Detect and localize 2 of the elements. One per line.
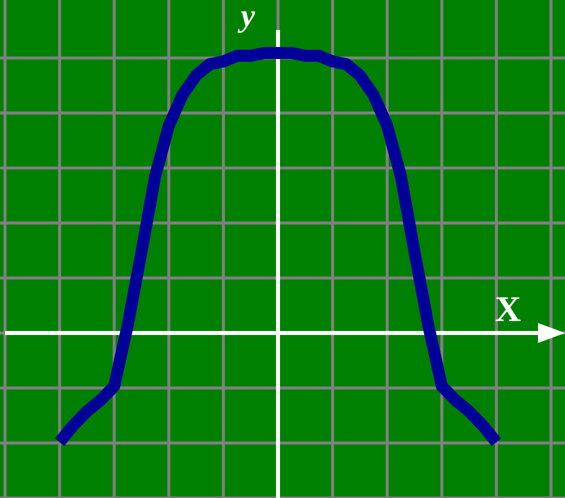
y-axis-title: y [236, 0, 256, 33]
x-axis-title: X [495, 289, 521, 329]
